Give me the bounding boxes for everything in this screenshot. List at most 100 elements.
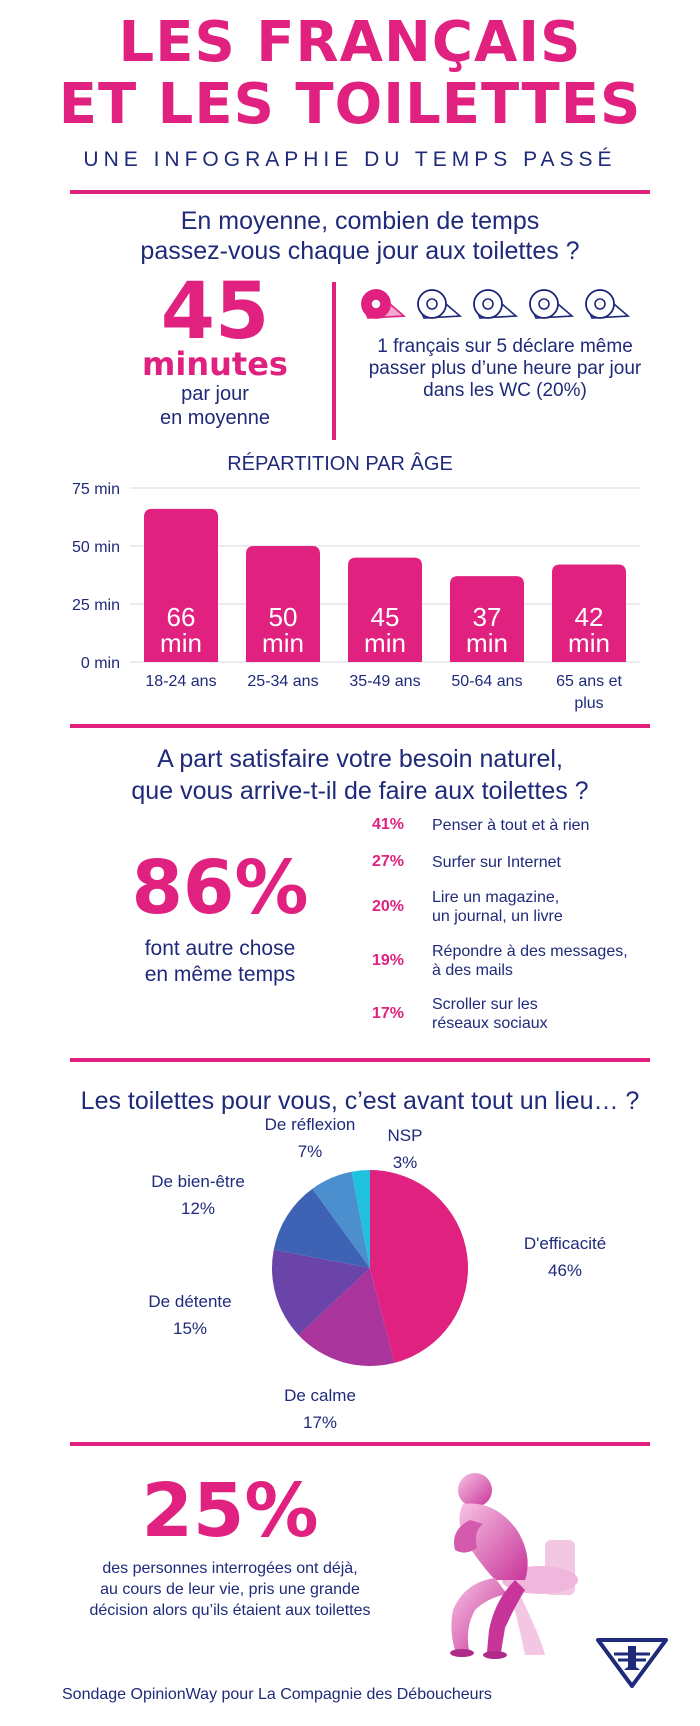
x-tick-label: 35-49 ans <box>349 673 420 690</box>
activity-percent: 41% <box>372 816 405 833</box>
note-line-2: passer plus d’une heure par jour <box>368 358 642 379</box>
time-question-line-1: En moyenne, combien de temps <box>180 207 540 235</box>
pie-label-value: 15% <box>172 1319 208 1338</box>
y-tick-label: 75 min <box>72 481 120 498</box>
divider <box>70 1442 650 1446</box>
pie-slice <box>370 1170 468 1363</box>
toilet-roll-icon <box>417 289 463 319</box>
activities-question-line-1: A part satisfaire votre besoin naturel, <box>157 745 563 773</box>
x-tick-label: plus <box>574 695 603 712</box>
activity-percent: 17% <box>372 1005 405 1022</box>
x-tick-label: 25-34 ans <box>247 673 318 690</box>
pie-label-bien-etre: De bien-être 12% <box>128 1168 268 1222</box>
bar <box>552 564 626 662</box>
activity-label: Répondre à des messages, <box>432 943 628 960</box>
activity-percent: 19% <box>372 952 405 969</box>
y-tick-label: 25 min <box>72 597 120 614</box>
title-line-2: ET LES TOILETTES <box>58 72 642 137</box>
bar-value-label: 50 <box>269 602 298 632</box>
pie-slice <box>272 1249 370 1336</box>
time-question-line-2: passez-vous chaque jour aux toilettes ? <box>140 237 580 265</box>
activity-label: Scroller sur les <box>432 996 538 1013</box>
pie-label-nsp: NSP 3% <box>365 1122 445 1176</box>
pie-label-value: 46% <box>547 1261 583 1280</box>
activity-percent: 27% <box>372 853 405 870</box>
company-logo-icon <box>596 1638 668 1688</box>
y-tick-label: 0 min <box>81 655 120 672</box>
divider <box>70 190 650 194</box>
pie-chart-title: Les toilettes pour vous, c’est avant tou… <box>80 1087 640 1115</box>
toilet-roll-icon-highlighted <box>361 289 407 319</box>
bar-value-unit: min <box>262 628 304 658</box>
section-vertical-divider <box>332 282 336 440</box>
pie-label-name: De détente <box>148 1292 232 1311</box>
bar <box>144 508 218 662</box>
pie-label-value: 7% <box>297 1142 323 1161</box>
pie-slice <box>273 1188 370 1268</box>
pie-label-name: De calme <box>284 1386 356 1405</box>
pie-label-value: 17% <box>302 1413 338 1432</box>
divider <box>70 724 650 728</box>
age-bar-chart: RÉPARTITION PAR ÂGE 0 min 25 min 50 min 75 m… <box>72 452 640 712</box>
activity-label: Penser à tout et à rien <box>432 817 590 834</box>
bar-value-unit: min <box>466 628 508 658</box>
toilet-roll-icons <box>361 289 631 319</box>
thinker-on-toilet-illustration <box>450 1473 578 1659</box>
activity-label: un journal, un livre <box>432 908 563 925</box>
title-line-1: LES FRANÇAIS <box>118 10 582 75</box>
pie-label-name: De réflexion <box>264 1115 356 1134</box>
x-tick-label: 65 ans et <box>556 673 622 690</box>
note-line-1: 1 français sur 5 déclare même <box>377 336 633 357</box>
multitask-caption-line-1: font autre chose <box>144 937 296 960</box>
pie-slice <box>312 1171 370 1268</box>
decision-text-line-1: des personnes interrogées ont déjà, <box>102 1560 358 1577</box>
bar <box>246 546 320 662</box>
bar-value-label: 45 <box>371 602 400 632</box>
average-minutes-unit: minutes <box>142 345 288 383</box>
pie-label-name: De bien-être <box>151 1172 245 1191</box>
pie-label-efficacite: D'efficacité 46% <box>495 1230 635 1284</box>
toilet-roll-icon <box>529 289 575 319</box>
note-line-3: dans les WC (20%) <box>423 380 587 401</box>
bar <box>348 557 422 662</box>
average-caption-line-2: en moyenne <box>159 407 271 429</box>
subtitle: UNE INFOGRAPHIE DU TEMPS PASSÉ <box>83 148 617 171</box>
pie-label-value: 3% <box>392 1153 418 1172</box>
activity-label: à des mails <box>432 962 513 979</box>
multitask-caption-line-2: en même temps <box>144 963 296 986</box>
bar-value-unit: min <box>364 628 406 658</box>
x-tick-label: 18-24 ans <box>145 673 216 690</box>
toilet-roll-icon <box>585 289 631 319</box>
activity-percent: 20% <box>372 898 405 915</box>
pie-label-value: 12% <box>180 1199 216 1218</box>
pie-label-detente: De détente 15% <box>120 1288 260 1342</box>
source-footer: Sondage OpinionWay pour La Compagnie des… <box>62 1686 492 1703</box>
bar <box>450 576 524 662</box>
pie-label-name: NSP <box>387 1126 423 1145</box>
bar-chart-title: RÉPARTITION PAR ÂGE <box>227 452 453 475</box>
activity-label: Surfer sur Internet <box>432 854 561 871</box>
decision-percent: 25% <box>141 1468 319 1554</box>
pie-slice <box>298 1268 395 1366</box>
decision-text-line-3: décision alors qu’ils étaient aux toilet… <box>89 1602 371 1619</box>
bar-value-unit: min <box>160 628 202 658</box>
bar-value-label: 66 <box>167 602 196 632</box>
average-minutes-number: 45 <box>160 267 270 357</box>
decision-text-line-2: au cours de leur vie, pris une grande <box>100 1581 360 1598</box>
bar-value-label: 42 <box>575 602 604 632</box>
average-caption-line-1: par jour <box>181 383 249 405</box>
pie-slice <box>351 1170 370 1268</box>
activity-label: réseaux sociaux <box>432 1015 548 1032</box>
activity-label: Lire un magazine, <box>432 889 560 906</box>
pie-label-calme: De calme 17% <box>250 1382 390 1436</box>
multitask-percent: 86% <box>131 845 309 931</box>
toilet-roll-icon <box>473 289 519 319</box>
pie-label-reflexion: De réflexion 7% <box>240 1111 380 1165</box>
place-pie-chart <box>272 1170 468 1366</box>
bar-value-unit: min <box>568 628 610 658</box>
y-tick-label: 50 min <box>72 539 120 556</box>
x-tick-label: 50-64 ans <box>451 673 522 690</box>
bar-value-label: 37 <box>473 602 502 632</box>
pie-label-name: D'efficacité <box>523 1234 607 1253</box>
activities-question-line-2: que vous arrive-t-il de faire aux toilet… <box>131 777 589 805</box>
